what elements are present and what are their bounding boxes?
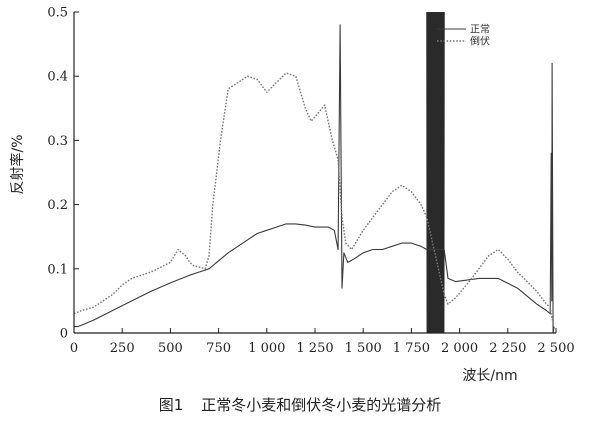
y-tick-label: 0.4 bbox=[47, 70, 68, 85]
figure-caption-text: 正常冬小麦和倒伏冬小麦的光谱分析 bbox=[201, 396, 442, 414]
x-tick-label: 750 bbox=[206, 341, 231, 356]
y-tick-label: 0.2 bbox=[47, 198, 68, 213]
legend-label: 倒伏 bbox=[470, 35, 490, 48]
tick-labels: 0 0.1 0.2 0.3 0.4 0.5 0 250 500 750 1 000 1 250 1 50… bbox=[47, 6, 574, 357]
x-axis-title: 波长/nm bbox=[462, 368, 517, 384]
x-tick-label: 1 250 bbox=[296, 341, 333, 356]
x-tick-label: 1 000 bbox=[248, 341, 285, 356]
legend-label: 正常 bbox=[470, 23, 490, 36]
x-tick-label: 2 500 bbox=[537, 341, 574, 356]
y-axis-title: 反射率/% bbox=[9, 134, 26, 194]
noise-band bbox=[426, 11, 445, 334]
series-line-lodged bbox=[73, 72, 553, 321]
noise-band-oscillation bbox=[426, 11, 445, 334]
figure-number: 图1 bbox=[158, 396, 184, 414]
y-tick-label: 0.3 bbox=[47, 134, 68, 149]
x-tick-label: 250 bbox=[110, 341, 135, 356]
axes bbox=[73, 11, 557, 334]
x-tick-label: 2 250 bbox=[489, 341, 526, 356]
x-tick-label: 2 000 bbox=[441, 341, 478, 356]
y-tick-label: 0.5 bbox=[47, 6, 68, 21]
x-tick-label: 500 bbox=[158, 341, 183, 356]
series-lines bbox=[73, 24, 555, 334]
figure-caption: 图1 正常冬小麦和倒伏冬小麦的光谱分析 bbox=[0, 394, 600, 415]
y-tick-label: 0 bbox=[60, 327, 68, 342]
y-tick-label: 0.1 bbox=[47, 262, 68, 277]
x-tick-label: 1 750 bbox=[393, 341, 430, 356]
x-tick-label: 1 500 bbox=[345, 341, 382, 356]
series-line-normal bbox=[74, 24, 555, 334]
x-tick-label: 0 bbox=[70, 341, 78, 356]
